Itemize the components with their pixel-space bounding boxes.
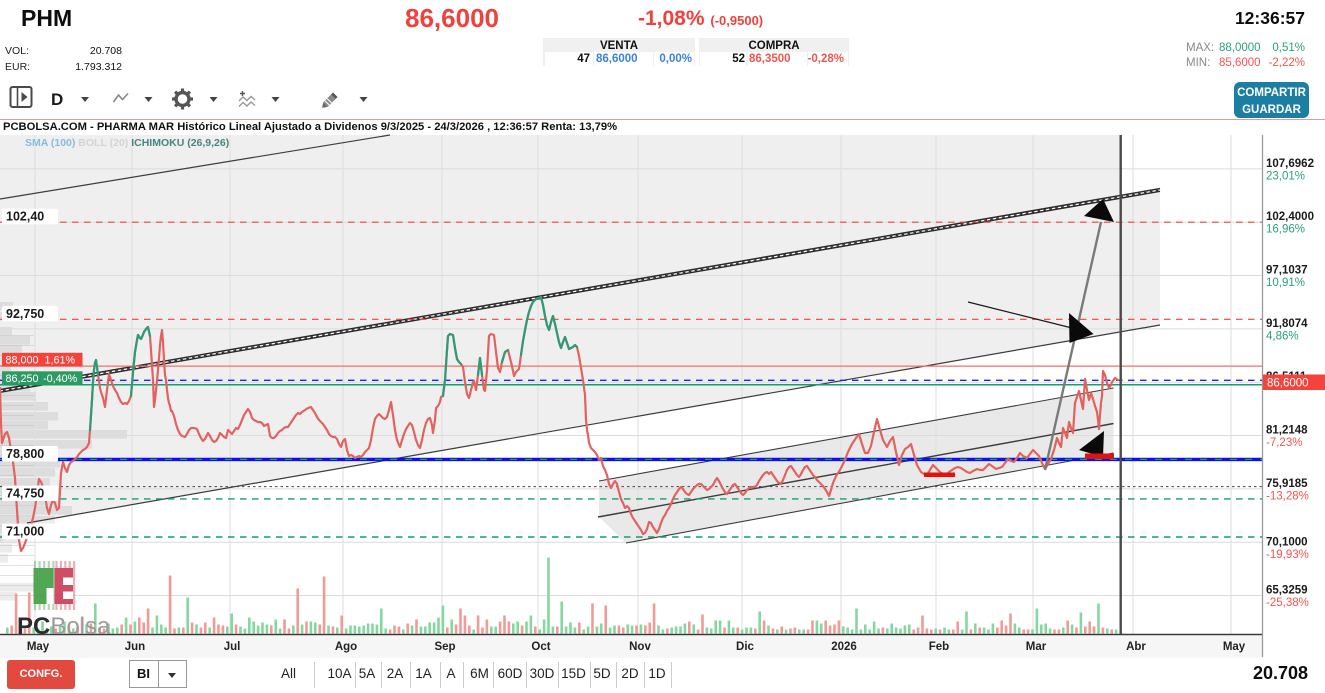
svg-text:-7,23%: -7,23%: [1266, 437, 1302, 449]
svg-text:Feb: Feb: [929, 641, 949, 653]
svg-text:91,8074: 91,8074: [1266, 318, 1308, 330]
svg-text:Dic: Dic: [736, 641, 755, 653]
svg-text:4,86%: 4,86%: [1266, 330, 1299, 342]
svg-text:Sep: Sep: [434, 641, 455, 653]
svg-text:2026: 2026: [831, 641, 857, 653]
svg-text:Nov: Nov: [629, 641, 651, 653]
svg-text:65,3259: 65,3259: [1266, 585, 1308, 597]
svg-text:74,750: 74,750: [6, 486, 44, 500]
svg-text:71,000: 71,000: [6, 525, 44, 539]
svg-text:Jun: Jun: [125, 641, 145, 653]
svg-text:May: May: [1223, 641, 1246, 653]
svg-text:10,91%: 10,91%: [1266, 277, 1305, 289]
svg-text:-0,40%: -0,40%: [43, 373, 78, 385]
svg-text:1,61%: 1,61%: [45, 354, 76, 366]
svg-text:86,250: 86,250: [6, 373, 39, 385]
svg-text:86,6000: 86,6000: [1267, 378, 1309, 390]
svg-text:May: May: [27, 641, 50, 653]
svg-text:-25,38%: -25,38%: [1266, 597, 1309, 609]
svg-text:75,9185: 75,9185: [1266, 478, 1308, 490]
svg-text:Oct: Oct: [531, 641, 550, 653]
svg-text:88,000: 88,000: [6, 354, 39, 366]
svg-text:Mar: Mar: [1026, 641, 1047, 653]
svg-text:78,800: 78,800: [6, 447, 44, 461]
svg-text:102,40: 102,40: [6, 210, 44, 224]
svg-text:97,1037: 97,1037: [1266, 265, 1308, 277]
svg-text:92,750: 92,750: [6, 307, 44, 321]
svg-text:D: D: [51, 90, 63, 109]
svg-text:107,6962: 107,6962: [1266, 158, 1314, 170]
svg-text:PCBolsa: PCBolsa: [17, 613, 111, 640]
svg-text:81,2148: 81,2148: [1266, 425, 1308, 437]
svg-text:70,1000: 70,1000: [1266, 537, 1308, 549]
svg-text:Ago: Ago: [335, 641, 357, 653]
svg-text:Jul: Jul: [224, 641, 241, 653]
svg-text:-19,93%: -19,93%: [1266, 549, 1309, 561]
svg-text:Abr: Abr: [1126, 641, 1146, 653]
svg-text:102,4000: 102,4000: [1266, 211, 1314, 223]
svg-text:-13,28%: -13,28%: [1266, 490, 1309, 502]
svg-text:23,01%: 23,01%: [1266, 170, 1305, 182]
svg-text:16,96%: 16,96%: [1266, 224, 1305, 236]
